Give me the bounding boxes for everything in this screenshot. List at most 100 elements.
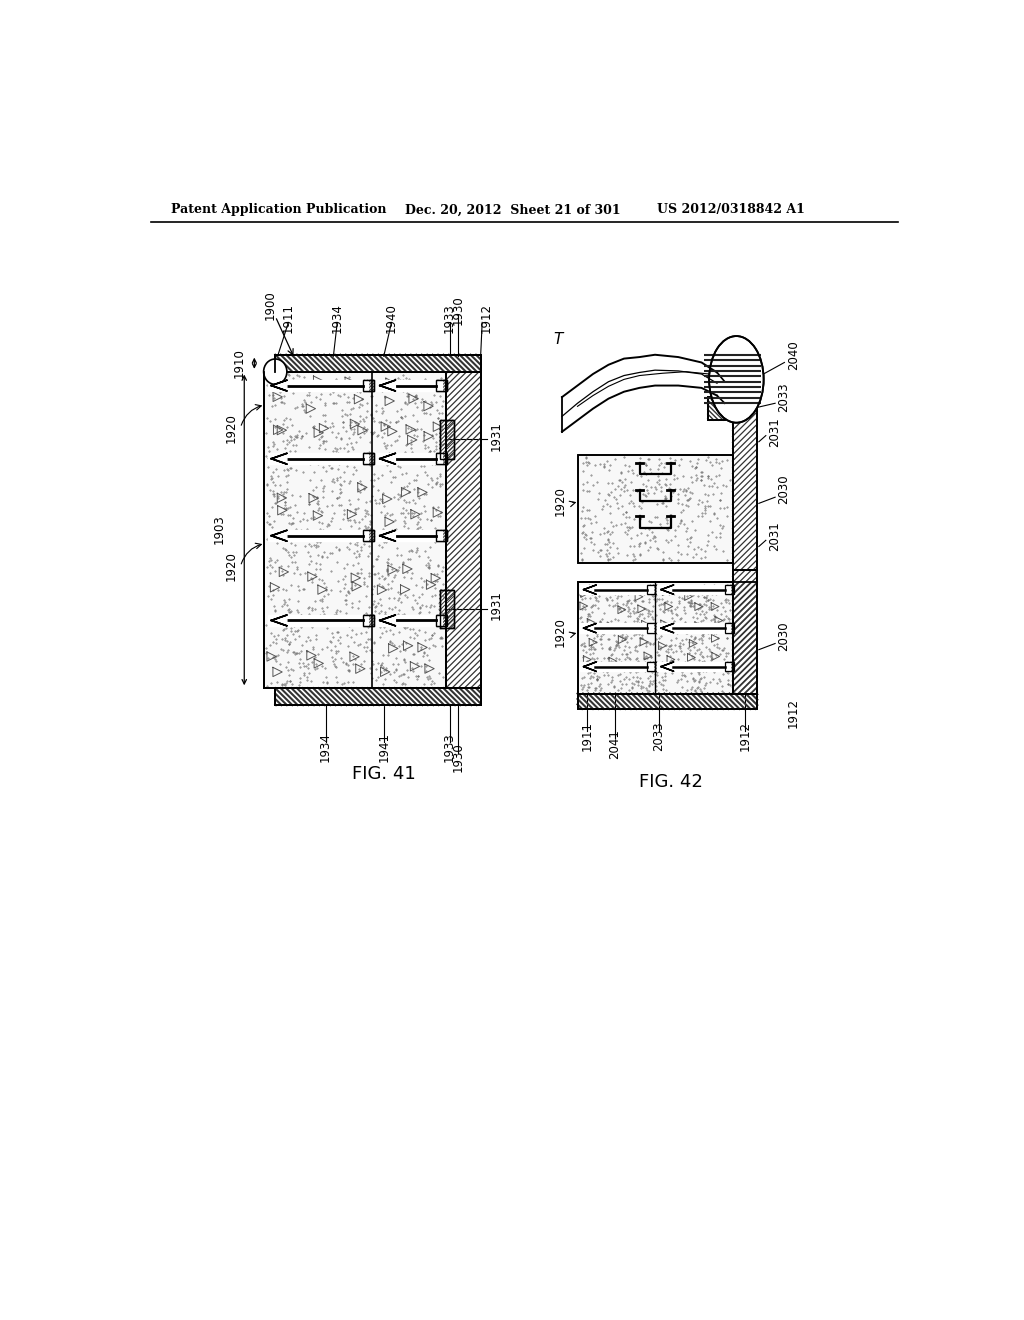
- Point: [274, 537, 291, 558]
- Point: [594, 652, 610, 673]
- Point: [638, 677, 654, 698]
- Point: [657, 488, 674, 510]
- Point: [326, 607, 342, 628]
- Point: [390, 488, 407, 510]
- Point: [271, 381, 288, 403]
- Point: [585, 667, 601, 688]
- Point: [591, 667, 607, 688]
- Point: [577, 618, 593, 639]
- Point: [649, 581, 666, 602]
- Point: [312, 612, 329, 634]
- Polygon shape: [580, 623, 652, 632]
- Point: [398, 586, 415, 607]
- Point: [596, 603, 612, 624]
- Point: [341, 660, 357, 681]
- Point: [694, 601, 711, 622]
- Point: [368, 525, 384, 546]
- Point: [311, 605, 328, 626]
- Point: [710, 618, 726, 639]
- Point: [294, 395, 310, 416]
- Point: [284, 527, 300, 548]
- Point: [669, 622, 685, 643]
- Point: [329, 488, 345, 510]
- Point: [666, 465, 682, 486]
- Point: [311, 519, 328, 540]
- Point: [300, 663, 316, 684]
- Point: [354, 388, 371, 409]
- Point: [424, 454, 440, 475]
- Point: [612, 671, 629, 692]
- Point: [701, 640, 718, 661]
- Point: [617, 611, 634, 632]
- Point: [604, 619, 621, 640]
- Point: [279, 471, 295, 492]
- Point: [572, 585, 589, 606]
- Point: [676, 599, 692, 620]
- Point: [346, 527, 362, 548]
- Point: [329, 487, 345, 508]
- Point: [678, 680, 694, 701]
- Point: [713, 490, 729, 511]
- Point: [266, 483, 283, 504]
- Point: [596, 457, 612, 478]
- Point: [641, 675, 657, 696]
- Point: [596, 523, 612, 544]
- Point: [591, 675, 607, 696]
- Point: [603, 611, 620, 632]
- Point: [375, 519, 391, 540]
- Point: [644, 673, 660, 694]
- Point: [699, 467, 716, 488]
- Point: [409, 624, 425, 645]
- Point: [360, 516, 377, 537]
- Point: [580, 673, 596, 694]
- Polygon shape: [271, 454, 287, 463]
- Point: [646, 527, 663, 548]
- Point: [625, 601, 641, 622]
- Point: [656, 669, 673, 690]
- Point: [651, 656, 668, 677]
- Point: [655, 669, 672, 690]
- Point: [307, 645, 324, 667]
- Point: [593, 677, 609, 698]
- Point: [650, 627, 667, 648]
- Point: [349, 541, 366, 562]
- Point: [352, 558, 369, 579]
- Point: [398, 475, 415, 496]
- Point: [714, 517, 730, 539]
- Point: [653, 651, 670, 672]
- Point: [628, 649, 644, 671]
- Point: [328, 393, 344, 414]
- Text: 1911: 1911: [581, 721, 593, 751]
- Point: [595, 648, 611, 669]
- Point: [393, 664, 410, 685]
- Text: Patent Application Publication: Patent Application Publication: [171, 203, 386, 216]
- Point: [390, 483, 407, 504]
- Point: [633, 627, 649, 648]
- Point: [582, 676, 598, 697]
- Point: [417, 462, 433, 483]
- Point: [617, 653, 634, 675]
- Point: [310, 644, 327, 665]
- Point: [287, 628, 303, 649]
- Point: [280, 498, 296, 519]
- Point: [701, 672, 718, 693]
- Point: [694, 623, 711, 644]
- Point: [362, 491, 379, 512]
- Point: [700, 447, 717, 469]
- Point: [580, 578, 596, 599]
- Point: [318, 597, 335, 618]
- Point: [391, 587, 408, 609]
- Point: [310, 444, 327, 465]
- Bar: [362, 531, 374, 541]
- Point: [670, 541, 686, 562]
- Point: [636, 581, 652, 602]
- Point: [261, 384, 278, 405]
- Point: [645, 586, 662, 607]
- Point: [641, 612, 657, 634]
- Point: [308, 553, 325, 574]
- Point: [580, 676, 596, 697]
- Point: [685, 657, 701, 678]
- Point: [347, 499, 364, 520]
- Point: [370, 667, 386, 688]
- Point: [388, 411, 404, 432]
